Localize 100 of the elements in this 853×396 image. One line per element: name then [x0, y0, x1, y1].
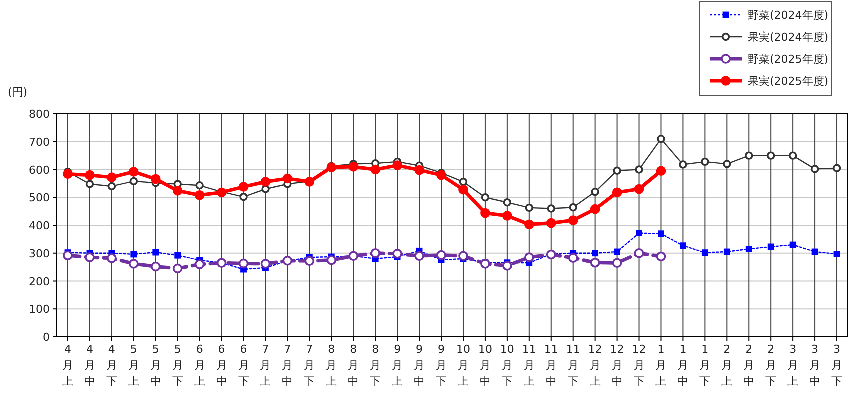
x-tick-label: 8月上 — [326, 343, 338, 388]
x-tick-label: 4月下 — [106, 343, 118, 388]
y-tick-label: 500 — [29, 192, 50, 205]
y-tick-label: 200 — [29, 275, 50, 288]
point — [569, 204, 578, 212]
x-tick-label: 11月上 — [522, 343, 536, 388]
x-tick-label: 7月中 — [282, 343, 294, 388]
y-tick-label: 800 — [29, 108, 50, 121]
x-tick-label: 10月下 — [500, 343, 514, 388]
point — [658, 230, 664, 238]
x-tick-label: 2月下 — [766, 343, 777, 388]
x-tick-label: 6月上 — [194, 343, 206, 388]
point — [790, 242, 796, 248]
x-tick-label: 8月中 — [348, 343, 360, 388]
point — [172, 264, 183, 274]
point — [129, 259, 139, 269]
point — [656, 166, 666, 176]
point — [679, 160, 688, 169]
point — [348, 162, 359, 172]
point — [238, 182, 249, 192]
point — [150, 262, 161, 272]
point — [107, 172, 117, 182]
x-tick-label: 2月中 — [744, 343, 755, 388]
point — [282, 174, 293, 184]
point — [108, 182, 116, 191]
point — [370, 164, 380, 175]
point — [85, 170, 95, 180]
point — [547, 204, 556, 213]
x-tick-label: 7月上 — [260, 343, 272, 388]
point — [746, 246, 752, 252]
point — [262, 185, 270, 194]
point — [568, 216, 578, 226]
point — [459, 178, 468, 186]
point — [86, 180, 94, 188]
y-tick-label: 600 — [29, 164, 50, 177]
point — [194, 190, 205, 200]
point — [634, 248, 644, 258]
point — [701, 158, 710, 166]
point — [172, 186, 183, 196]
y-tick-label: 300 — [29, 247, 50, 260]
point — [591, 188, 600, 196]
x-tick-label: 9月下 — [436, 343, 448, 388]
point — [590, 258, 600, 268]
point — [107, 253, 117, 264]
point — [436, 250, 446, 260]
x-tick-label: 1月下 — [700, 343, 711, 388]
x-tick-label: 9月上 — [392, 343, 404, 388]
point — [130, 177, 138, 186]
point — [85, 252, 95, 262]
point — [546, 250, 556, 260]
point — [702, 250, 708, 256]
point — [458, 184, 468, 195]
y-tick-label: 700 — [29, 136, 50, 149]
point — [194, 260, 205, 270]
y-axis-title: (円) — [8, 86, 28, 99]
legend-label: 野菜(2025年度) — [748, 53, 829, 66]
legend-label: 果実(2025年度) — [748, 75, 829, 88]
point — [810, 165, 820, 174]
x-tick-label: 9月中 — [414, 343, 426, 388]
point — [63, 169, 73, 180]
point — [612, 188, 622, 198]
point — [196, 182, 204, 190]
point — [568, 253, 578, 264]
point — [832, 164, 842, 172]
point — [174, 252, 182, 259]
point — [260, 259, 271, 269]
y-tick-label: 100 — [29, 303, 50, 316]
point — [503, 198, 512, 207]
x-tick-label: 5月下 — [172, 343, 184, 388]
point — [766, 152, 776, 160]
point — [524, 220, 534, 230]
point — [240, 192, 248, 202]
point — [613, 166, 622, 175]
x-tick-label: 11月下 — [566, 343, 580, 388]
x-tick-label: 6月中 — [216, 343, 228, 388]
point — [502, 261, 512, 271]
point — [260, 177, 271, 187]
x-tick-label: 10月中 — [478, 343, 492, 388]
legend-label: 果実(2024年度) — [748, 31, 829, 44]
point — [152, 249, 160, 256]
point — [150, 174, 161, 184]
point — [392, 160, 402, 170]
point — [768, 244, 774, 250]
point — [480, 208, 490, 218]
point — [458, 251, 468, 262]
x-tick-label: 2月上 — [722, 343, 733, 388]
x-tick-label: 8月下 — [370, 343, 382, 388]
x-tick-label: 3月中 — [810, 343, 821, 388]
x-tick-label: 6月下 — [238, 343, 250, 388]
point — [745, 152, 754, 160]
point — [414, 165, 424, 176]
point — [130, 251, 138, 258]
x-tick-label: 3月下 — [832, 343, 843, 388]
point — [635, 166, 644, 174]
y-tick-label: 0 — [43, 331, 50, 344]
point — [592, 250, 599, 257]
x-tick-label: 12月上 — [588, 343, 602, 388]
point — [436, 170, 446, 180]
point — [481, 194, 490, 202]
point — [129, 167, 139, 177]
